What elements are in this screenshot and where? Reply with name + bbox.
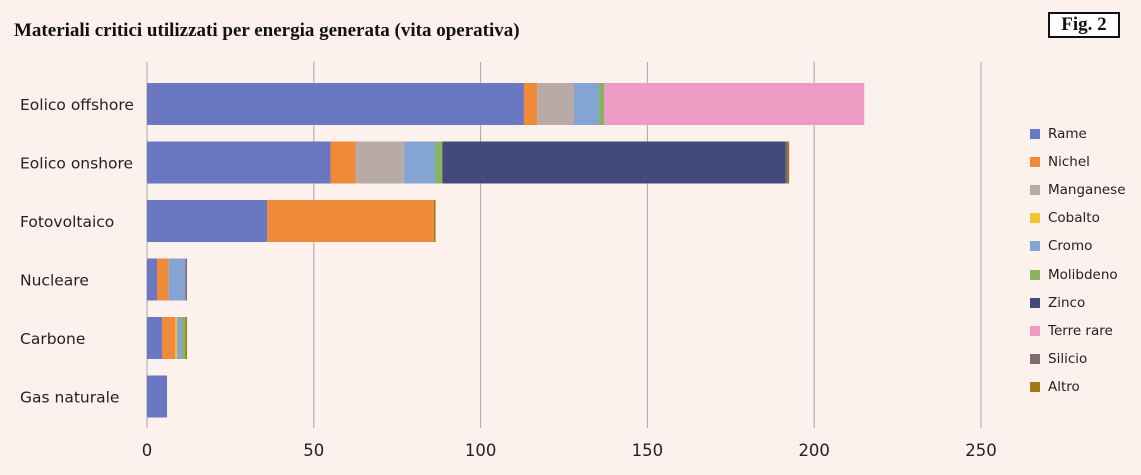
bar-segment-rame [147, 375, 168, 418]
x-tick-label: 0 [142, 441, 153, 460]
legend-swatch [1030, 381, 1040, 392]
legend-label: Rame [1048, 126, 1087, 143]
bar-segment-altro [787, 141, 790, 184]
category-label: Gas naturale [20, 389, 119, 407]
bar-segment-nichel [267, 200, 434, 242]
legend-label: Cobalto [1048, 210, 1100, 227]
category-label: Eolico onshore [20, 155, 133, 173]
legend-item: Cobalto [1030, 204, 1126, 232]
figure-label: Fig. 2 [1048, 12, 1120, 38]
legend-swatch [1030, 213, 1040, 224]
legend-label: Altro [1048, 378, 1080, 395]
bar-segment-molibdeno [435, 141, 443, 184]
legend-label: Terre rare [1048, 322, 1113, 339]
x-tick-label: 50 [303, 441, 324, 460]
bar-segment-nichel [330, 141, 356, 184]
legend-label: Nichel [1048, 154, 1090, 171]
legend-label: Cromo [1048, 238, 1093, 255]
chart-legend: Rame Nichel Manganese Cobalto Cromo Molibdeno… [1030, 120, 1126, 401]
bar-segment-rame [147, 83, 524, 125]
bar-segment-cromo [403, 141, 436, 184]
bar-segment-rame [147, 200, 268, 242]
legend-item: Cromo [1030, 232, 1126, 260]
legend-swatch [1030, 325, 1040, 336]
bar-segment-cobalto [175, 317, 178, 359]
bar-segment-molibdeno [599, 83, 605, 125]
bar-segment-rame [147, 317, 163, 359]
legend-item: Manganese [1030, 176, 1126, 204]
x-tick-label: 100 [465, 441, 497, 460]
bar-segment-manganese [537, 83, 575, 125]
chart-title: Materiali critici utilizzati per energia… [14, 20, 520, 41]
legend-item: Silicio [1030, 345, 1126, 373]
bar-segment-nichel [157, 258, 169, 301]
x-tick-label: 250 [965, 441, 997, 460]
bar-segment-altro [433, 200, 436, 242]
bar-segment-cromo [574, 83, 600, 125]
bar-segment-nichel [162, 317, 176, 359]
bar-segment-rame [147, 258, 158, 301]
legend-label: Silicio [1048, 350, 1088, 367]
legend-item: Terre rare [1030, 317, 1126, 345]
legend-item: Rame [1030, 120, 1126, 148]
bar-segment-cromo [168, 258, 186, 301]
x-tick-label: 200 [798, 441, 830, 460]
legend-item: Zinco [1030, 289, 1126, 317]
legend-item: Altro [1030, 373, 1126, 401]
x-tick-label: 150 [632, 441, 664, 460]
legend-label: Zinco [1048, 294, 1086, 311]
legend-swatch [1030, 157, 1040, 168]
legend-swatch [1030, 353, 1040, 364]
bar-segment-silicio [785, 141, 788, 184]
legend-swatch [1030, 297, 1040, 308]
category-label: Nucleare [20, 272, 89, 290]
category-label: Fotovoltaico [20, 213, 114, 231]
bar-segment-manganese [355, 141, 404, 184]
bar-segment-nichel [523, 83, 538, 125]
legend-swatch [1030, 269, 1040, 280]
bar-segment-cromo [177, 317, 183, 359]
legend-swatch [1030, 185, 1040, 196]
legend-label: Manganese [1048, 182, 1126, 199]
legend-swatch [1030, 129, 1040, 140]
bar-segment-altro [185, 317, 188, 359]
legend-swatch [1030, 241, 1040, 252]
bar-segment-terre-rare [604, 83, 865, 125]
bar-segment-silicio [185, 258, 188, 301]
legend-label: Molibdeno [1048, 266, 1118, 283]
bar-segment-rame [147, 141, 331, 184]
legend-item: Nichel [1030, 148, 1126, 176]
category-label: Carbone [20, 330, 85, 348]
bar-segment-zinco [442, 141, 786, 184]
category-label: Eolico offshore [20, 96, 134, 114]
bar-segment-molibdeno [182, 317, 186, 359]
legend-item: Molibdeno [1030, 260, 1126, 288]
